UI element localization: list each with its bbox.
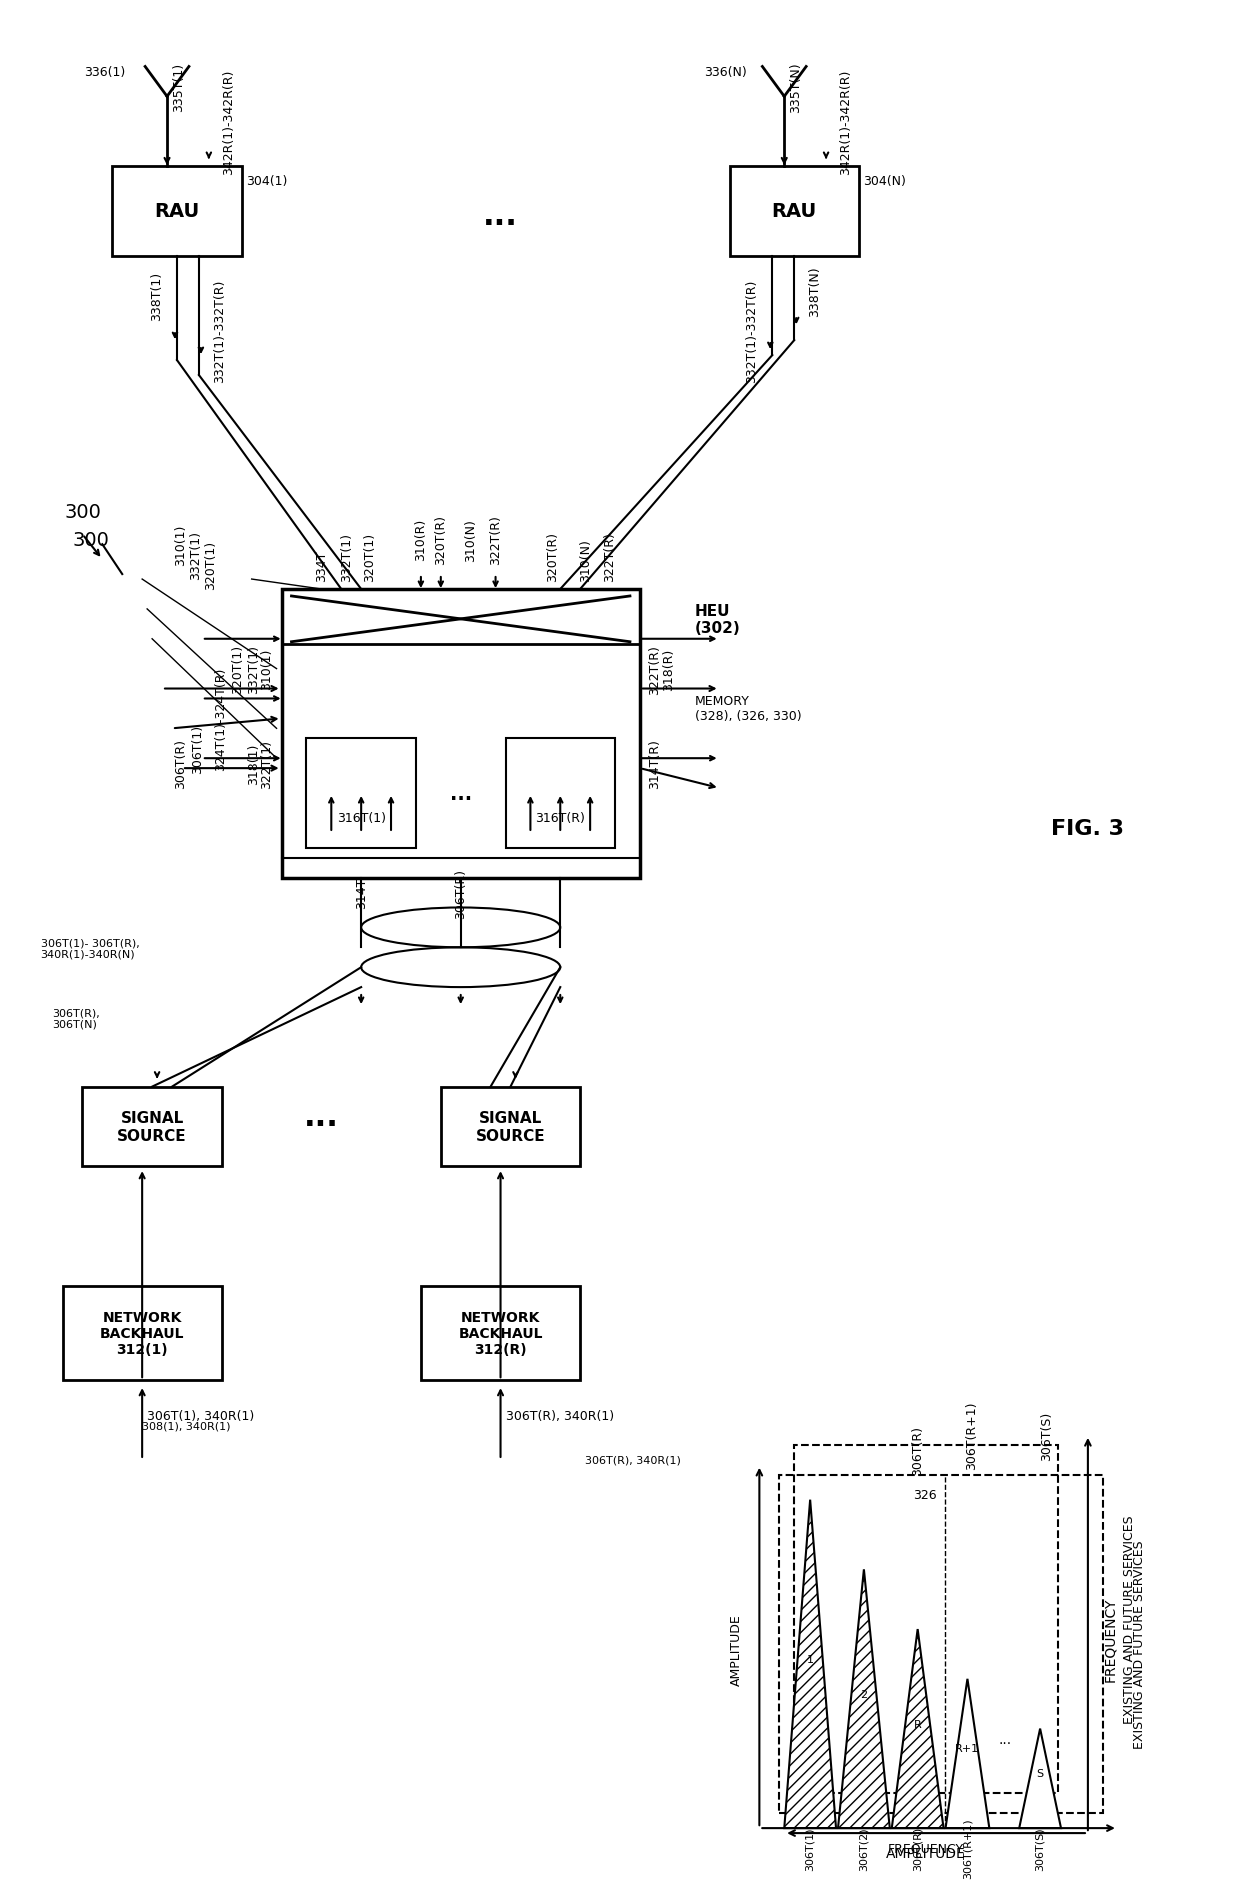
Text: 316T(1): 316T(1) — [337, 812, 386, 825]
Text: S: S — [1037, 1768, 1044, 1778]
Text: SIGNAL
SOURCE: SIGNAL SOURCE — [476, 1111, 546, 1143]
Bar — [506, 739, 615, 848]
Polygon shape — [838, 1570, 890, 1829]
Text: HEU
(302): HEU (302) — [694, 603, 740, 637]
Bar — [779, 1475, 1102, 1813]
Bar — [729, 166, 859, 257]
Text: NETWORK
BACKHAUL
312(R): NETWORK BACKHAUL 312(R) — [459, 1311, 543, 1356]
Text: 314T(R): 314T(R) — [647, 739, 661, 790]
Text: 320T(1): 320T(1) — [362, 533, 376, 582]
Text: ...: ... — [450, 784, 471, 803]
Text: 306T(R): 306T(R) — [454, 869, 467, 918]
Text: 324T(1)-324T(R): 324T(1)-324T(R) — [213, 667, 227, 771]
Text: 306T(R), 340R(1): 306T(R), 340R(1) — [506, 1409, 614, 1422]
Text: 332T(1)-332T(R): 332T(1)-332T(R) — [745, 280, 759, 383]
Text: ...: ... — [998, 1732, 1012, 1745]
Text: 306T(1): 306T(1) — [191, 723, 203, 773]
Bar — [306, 739, 415, 848]
Text: 322T(1): 322T(1) — [260, 739, 274, 788]
Text: ...: ... — [304, 1103, 339, 1132]
Bar — [440, 1086, 580, 1167]
Text: 310(R): 310(R) — [414, 519, 428, 561]
Text: 335T(1): 335T(1) — [172, 62, 185, 111]
Text: 320T(1): 320T(1) — [203, 540, 217, 589]
Text: 320T(1): 320T(1) — [231, 644, 244, 693]
Text: 338T(1): 338T(1) — [150, 272, 162, 321]
Text: 342R(1)-342R(R): 342R(1)-342R(R) — [222, 70, 234, 176]
Text: 320T(R): 320T(R) — [434, 516, 448, 565]
Text: 306T(S): 306T(S) — [1035, 1827, 1045, 1870]
Polygon shape — [946, 1679, 990, 1829]
Text: 318(1): 318(1) — [247, 742, 259, 784]
Text: 320T(R): 320T(R) — [546, 531, 559, 582]
Text: 332T(1): 332T(1) — [247, 644, 259, 693]
Bar — [794, 1445, 1058, 1793]
Text: 304(N): 304(N) — [863, 176, 905, 189]
Text: 310(1): 310(1) — [174, 525, 187, 565]
Text: 332T(1): 332T(1) — [188, 531, 202, 580]
Bar — [113, 166, 242, 257]
Text: R+1: R+1 — [955, 1744, 980, 1753]
Text: EXISTING AND FUTURE SERVICES: EXISTING AND FUTURE SERVICES — [1132, 1540, 1146, 1749]
Text: 300: 300 — [72, 531, 109, 550]
Text: AMPLITUDE: AMPLITUDE — [729, 1613, 743, 1685]
Text: 304(1): 304(1) — [246, 176, 286, 189]
Text: FIG. 3: FIG. 3 — [1052, 818, 1125, 839]
Bar — [281, 589, 640, 878]
Text: 308(1), 340R(1): 308(1), 340R(1) — [143, 1421, 231, 1430]
Text: 300: 300 — [64, 502, 102, 521]
Text: 336(1): 336(1) — [84, 66, 125, 79]
Text: 306T(2): 306T(2) — [859, 1827, 869, 1870]
Text: 322T(R): 322T(R) — [489, 516, 502, 565]
Text: 306T(R+1): 306T(R+1) — [962, 1817, 972, 1878]
Text: 318(R): 318(R) — [662, 648, 675, 689]
Text: RAU: RAU — [771, 202, 817, 221]
Text: 306T(1), 340R(1): 306T(1), 340R(1) — [148, 1409, 254, 1422]
Text: 310(1): 310(1) — [260, 648, 274, 689]
Text: 306T(R), 340R(1): 306T(R), 340R(1) — [585, 1455, 681, 1466]
Text: 316T(R): 316T(R) — [536, 812, 585, 825]
Text: ...: ... — [484, 202, 518, 230]
Text: 332T(1)-332T(R): 332T(1)-332T(R) — [213, 280, 226, 383]
Text: 335T(N): 335T(N) — [789, 62, 802, 113]
Bar — [420, 1286, 580, 1381]
Text: MEMORY
(328), (326, 330): MEMORY (328), (326, 330) — [694, 695, 801, 723]
Text: 306T(R): 306T(R) — [911, 1424, 924, 1475]
Text: 306T(R): 306T(R) — [913, 1827, 923, 1870]
Text: 338T(N): 338T(N) — [808, 266, 821, 317]
Text: 322T(R): 322T(R) — [647, 644, 661, 693]
Text: 336(N): 336(N) — [703, 66, 746, 79]
Text: 322T(R): 322T(R) — [604, 533, 616, 582]
Text: 306T(R),
306T(N): 306T(R), 306T(N) — [52, 1007, 100, 1030]
Polygon shape — [892, 1628, 944, 1829]
Text: 310(N): 310(N) — [464, 518, 477, 561]
Text: 306T(R): 306T(R) — [174, 739, 187, 790]
Text: R: R — [914, 1719, 921, 1728]
Text: 306T(R+1): 306T(R+1) — [965, 1402, 978, 1470]
Polygon shape — [784, 1500, 836, 1829]
Text: FREQUENCY: FREQUENCY — [888, 1842, 965, 1855]
Text: 2: 2 — [861, 1689, 868, 1698]
Text: SIGNAL
SOURCE: SIGNAL SOURCE — [118, 1111, 187, 1143]
Text: 314T: 314T — [355, 876, 368, 909]
Text: 342R(1)-342R(R): 342R(1)-342R(R) — [839, 70, 852, 176]
Text: 334T: 334T — [315, 550, 327, 582]
Text: EXISTING AND FUTURE SERVICES: EXISTING AND FUTURE SERVICES — [1122, 1515, 1136, 1723]
Bar — [62, 1286, 222, 1381]
Polygon shape — [1019, 1728, 1061, 1829]
Text: NETWORK
BACKHAUL
312(1): NETWORK BACKHAUL 312(1) — [100, 1311, 185, 1356]
Text: 306T(1): 306T(1) — [805, 1827, 815, 1870]
Text: AMPLITUDE: AMPLITUDE — [887, 1846, 966, 1861]
Text: FREQUENCY: FREQUENCY — [1102, 1596, 1117, 1681]
Text: 310(N): 310(N) — [579, 538, 591, 582]
Text: 306T(S): 306T(S) — [1039, 1411, 1053, 1460]
Text: 1: 1 — [807, 1655, 813, 1664]
Text: 332T(1): 332T(1) — [340, 533, 352, 582]
Text: 306T(1)- 306T(R),
340R(1)-340R(N): 306T(1)- 306T(R), 340R(1)-340R(N) — [41, 937, 139, 960]
Text: 326: 326 — [913, 1489, 936, 1502]
Bar — [82, 1086, 222, 1167]
Text: RAU: RAU — [154, 202, 200, 221]
